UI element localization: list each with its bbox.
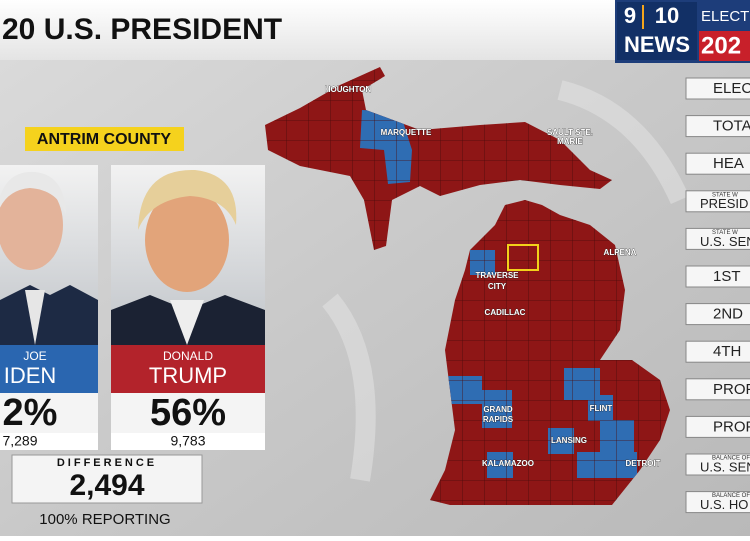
candidate-card: JOE IDEN 2% 7,289	[0, 165, 98, 450]
first-name: JOE	[23, 349, 46, 363]
difference-label: DIFFERENCE	[57, 457, 157, 469]
map-label: MARIE	[557, 137, 583, 146]
first-name: DONALD	[163, 349, 213, 363]
menu-button[interactable]: BALANCE OFU.S. SEN	[685, 453, 750, 476]
county-name: ANTRIM COUNTY	[37, 131, 172, 148]
map-label: FLINT	[590, 404, 613, 413]
votes: 7,289	[2, 433, 37, 449]
percent-box	[111, 393, 265, 433]
menu-button-label: U.S. SEN	[700, 234, 750, 249]
logo-number: 10	[655, 3, 679, 28]
map-label: SAULT STE.	[547, 128, 593, 137]
candidate-card: DONALD TRUMP 56% 9,783	[111, 165, 265, 450]
votes-box	[0, 433, 98, 450]
menu-button[interactable]: 1ST	[685, 265, 750, 288]
background-map	[322, 80, 690, 482]
menu-button[interactable]: 4TH	[685, 340, 750, 363]
menu-button-box	[685, 303, 750, 326]
map-label: ALPENA	[604, 248, 637, 257]
percent: 2%	[3, 392, 58, 434]
menu-button[interactable]: 2ND	[685, 303, 750, 326]
name-bar	[111, 345, 265, 393]
menu-button-label: HEA	[713, 155, 744, 172]
menu-button-box	[685, 227, 750, 250]
menu-button-box	[685, 340, 750, 363]
title: 20 U.S. PRESIDENT	[2, 13, 282, 46]
logo-election: ELECTI	[701, 8, 750, 25]
map-label: MARQUETTE	[381, 128, 432, 137]
map-label: LANSING	[551, 436, 587, 445]
menu-button[interactable]: BALANCE OFU.S. HO	[685, 491, 750, 514]
percent: 56%	[150, 392, 226, 434]
menu-button-box	[685, 115, 750, 138]
votes-box	[111, 433, 265, 450]
menu-button-label: U.S. SEN	[700, 459, 750, 474]
menu-button-box	[685, 265, 750, 288]
menu-button-box	[685, 77, 750, 100]
menu-button-label: PRESID	[700, 196, 748, 211]
menu-button-label: TOTA	[713, 118, 750, 135]
logo-number: 9	[624, 3, 636, 28]
votes: 9,783	[170, 433, 205, 449]
logo-year: 202	[701, 32, 741, 59]
menu-button[interactable]: HEA	[685, 152, 750, 175]
menu-button-box	[685, 378, 750, 401]
difference-box	[11, 454, 203, 504]
map-label: TRAVERSE	[476, 271, 520, 280]
menu-button-small: STATE W	[712, 230, 738, 236]
logo-word: NEWS	[624, 32, 690, 57]
last-name: TRUMP	[149, 363, 227, 388]
map-label: KALAMAZOO	[482, 459, 534, 468]
menu-button-label: U.S. HO	[700, 497, 748, 512]
menu-button[interactable]: STATE WU.S. SEN	[685, 227, 750, 250]
menu-button-small: BALANCE OF	[712, 456, 750, 462]
menu-button-small: STATE W	[712, 192, 738, 198]
reporting: 100% REPORTING	[39, 511, 170, 528]
menu-button-label: 2ND	[713, 306, 743, 323]
map-label: CADILLAC	[485, 308, 526, 317]
antrim-highlight	[507, 244, 539, 271]
title-bar	[0, 0, 615, 60]
map-label: RAPIDS	[483, 415, 514, 424]
name-bar	[0, 345, 98, 393]
menu-button-small: BALANCE OF	[712, 493, 750, 499]
menu-button-box	[685, 415, 750, 438]
menu-button-box	[685, 453, 750, 476]
county-tag	[25, 127, 184, 151]
menu-button-label: 4TH	[713, 343, 741, 360]
menu-button-box	[685, 190, 750, 213]
menu-button-box	[685, 491, 750, 514]
menu-button[interactable]: TOTA	[685, 115, 750, 138]
menu-button-label: 1ST	[713, 268, 741, 285]
difference-value: 2,494	[69, 469, 144, 502]
station-logo: 9 10 NEWS ELECTI 202	[615, 0, 750, 63]
map-label: GRAND	[483, 405, 513, 414]
last-name: IDEN	[4, 363, 57, 388]
map-label: CITY	[488, 282, 507, 291]
percent-box	[0, 393, 98, 433]
map-label: DETROIT	[625, 459, 660, 468]
map-label: HOUGHTON	[325, 85, 372, 94]
menu-button-box	[685, 152, 750, 175]
